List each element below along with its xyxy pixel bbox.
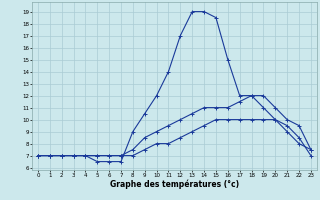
X-axis label: Graphe des températures (°c): Graphe des températures (°c) [110,179,239,189]
